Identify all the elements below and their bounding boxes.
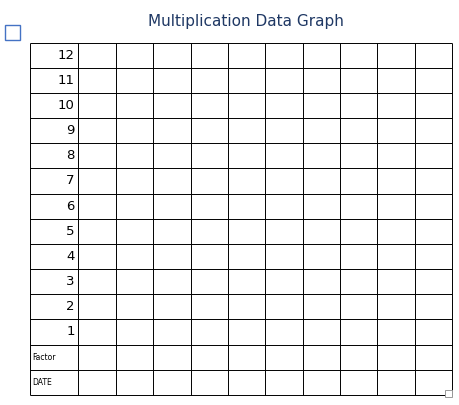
FancyBboxPatch shape <box>5 25 20 40</box>
Text: 4: 4 <box>67 250 75 263</box>
Text: 7: 7 <box>66 175 75 188</box>
Text: Multiplication Data Graph: Multiplication Data Graph <box>148 14 343 29</box>
Text: 9: 9 <box>67 124 75 137</box>
Text: 12: 12 <box>58 49 75 62</box>
Text: 11: 11 <box>58 74 75 87</box>
Text: 8: 8 <box>67 149 75 162</box>
Bar <box>445 390 452 397</box>
Text: 2: 2 <box>66 300 75 313</box>
Text: 6: 6 <box>67 200 75 213</box>
Text: 3: 3 <box>66 275 75 288</box>
Text: 5: 5 <box>66 225 75 238</box>
Text: 10: 10 <box>58 99 75 112</box>
Text: DATE: DATE <box>32 378 52 387</box>
Text: 1: 1 <box>66 326 75 339</box>
Text: Factor: Factor <box>32 353 56 362</box>
